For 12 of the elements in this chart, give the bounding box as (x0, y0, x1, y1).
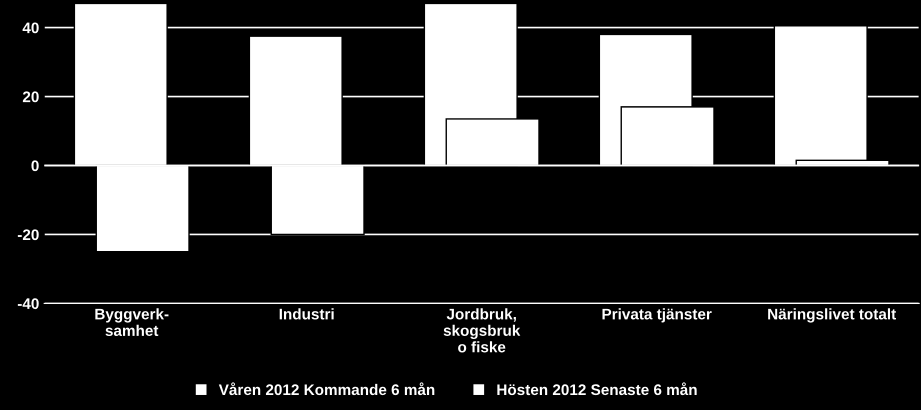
y-tick-label: -20 (18, 229, 39, 240)
y-tick-label: 40 (22, 22, 39, 34)
x-tick-label: Jordbruk, skogsbruk o fiske (444, 308, 520, 352)
legend-label: Hösten 2012 Senaste 6 mån (497, 382, 697, 396)
y-tick-label: -40 (18, 298, 39, 310)
x-tick-label: Näringslivet totalt (768, 308, 896, 323)
y-tick-label: 0 (31, 160, 39, 172)
x-tick-label: Privata tjänster (602, 308, 712, 323)
legend-label: Våren 2012 Kommande 6 mån (218, 382, 434, 396)
y-tick-label: 20 (22, 91, 39, 102)
x-tick-label: Industri (280, 308, 334, 320)
x-tick-label: Byggverk- samhet (95, 308, 168, 336)
